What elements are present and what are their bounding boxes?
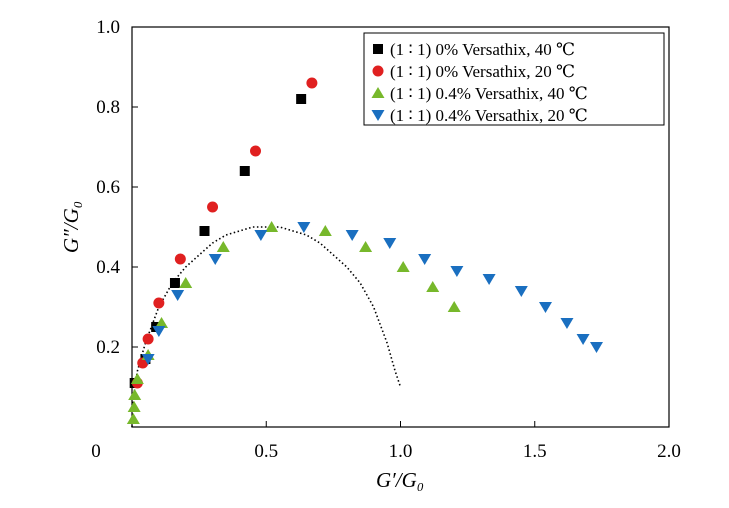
data-point xyxy=(169,278,180,288)
y-axis-label: G″/G₀ xyxy=(59,201,83,253)
legend-label-2: (1 ∶ 1) 0% Versathix, 20 ℃ xyxy=(390,62,575,81)
legend-label-4: (1 ∶ 1) 0.4% Versathix, 20 ℃ xyxy=(390,106,588,125)
y-tick-label: 0.2 xyxy=(96,337,120,358)
data-point xyxy=(514,286,528,297)
reference-curve-layer xyxy=(131,226,402,428)
legend-marker-2 xyxy=(372,65,384,77)
data-point xyxy=(127,401,141,412)
y-axis-ticks: 0.2 0.4 0.6 0.8 1.0 xyxy=(96,17,138,358)
legend-label-3: (1 ∶ 1) 0.4% Versathix, 40 ℃ xyxy=(390,84,588,103)
data-point xyxy=(265,221,279,232)
data-point xyxy=(239,166,250,176)
data-point xyxy=(538,302,552,313)
y-tick-label: 0.4 xyxy=(96,257,120,278)
data-point xyxy=(450,266,464,277)
x-tick-label: 0.5 xyxy=(254,441,278,462)
legend-label-1: (1 ∶ 1) 0% Versathix, 40 ℃ xyxy=(390,40,575,59)
y-tick-label: 0.6 xyxy=(96,177,120,198)
data-point xyxy=(171,290,185,301)
data-point xyxy=(130,373,144,384)
x-tick-label: 1.5 xyxy=(523,441,547,462)
legend-marker-3 xyxy=(371,87,385,98)
data-point xyxy=(296,94,307,104)
data-point xyxy=(128,389,142,400)
data-point xyxy=(174,253,186,265)
data-point xyxy=(153,297,165,309)
data-point xyxy=(199,226,210,236)
data-point xyxy=(590,342,604,353)
data-points-layer xyxy=(126,77,604,424)
data-point xyxy=(482,274,496,285)
x-tick-label: 2.0 xyxy=(657,441,681,462)
data-point xyxy=(560,318,574,329)
x-axis-label: G′/G₀ xyxy=(376,468,424,492)
data-point xyxy=(216,241,230,252)
data-point xyxy=(359,241,373,252)
data-point xyxy=(208,254,222,265)
series-1 xyxy=(129,94,307,388)
data-point xyxy=(207,201,219,213)
data-point xyxy=(396,261,410,272)
data-point xyxy=(155,317,169,328)
data-point xyxy=(179,277,193,288)
data-point xyxy=(254,230,268,241)
data-point xyxy=(383,238,397,249)
data-point xyxy=(126,413,140,424)
y-tick-label: 0.8 xyxy=(96,97,120,118)
series-4 xyxy=(141,222,604,365)
series-2 xyxy=(131,77,318,389)
x-tick-label: 1.0 xyxy=(389,441,413,462)
data-point xyxy=(576,334,590,345)
data-point xyxy=(306,77,318,89)
reference-curve xyxy=(131,226,402,428)
legend-marker-1 xyxy=(373,44,383,54)
legend-marker-4 xyxy=(371,110,385,121)
data-point xyxy=(250,145,262,157)
x-axis-ticks: 0 0.5 1.0 1.5 2.0 xyxy=(91,421,681,462)
legend-box xyxy=(363,32,665,126)
data-point xyxy=(418,254,432,265)
data-point xyxy=(152,326,166,337)
x-tick-label: 0 xyxy=(91,441,101,462)
data-point xyxy=(318,225,332,236)
data-point xyxy=(345,230,359,241)
data-point xyxy=(142,333,154,345)
legend: (1 ∶ 1) 0% Versathix, 40 ℃ (1 ∶ 1) 0% Ver… xyxy=(363,32,665,126)
data-point xyxy=(426,281,440,292)
series-3 xyxy=(126,221,461,424)
data-point xyxy=(447,301,461,312)
y-tick-label: 1.0 xyxy=(96,17,120,38)
data-point xyxy=(141,354,155,365)
data-point xyxy=(297,222,311,233)
